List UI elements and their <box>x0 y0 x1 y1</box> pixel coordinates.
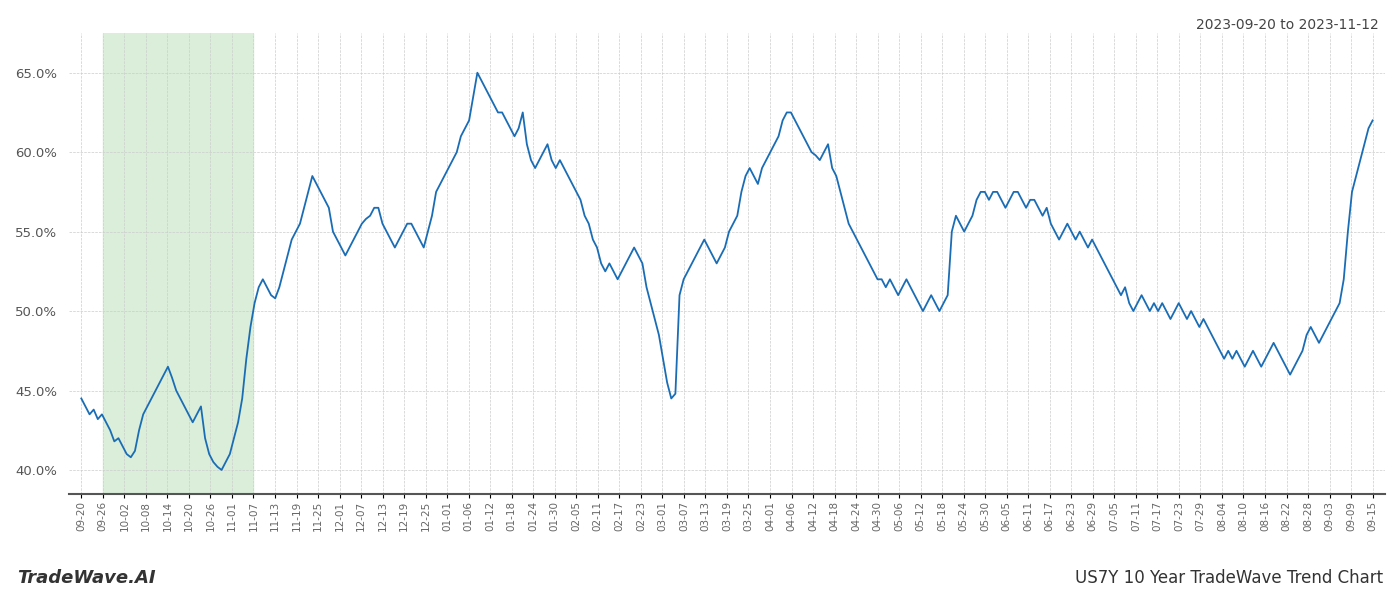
Bar <box>102 33 253 494</box>
Text: US7Y 10 Year TradeWave Trend Chart: US7Y 10 Year TradeWave Trend Chart <box>1075 569 1383 587</box>
Text: TradeWave.AI: TradeWave.AI <box>17 569 155 587</box>
Text: 2023-09-20 to 2023-11-12: 2023-09-20 to 2023-11-12 <box>1196 18 1379 32</box>
